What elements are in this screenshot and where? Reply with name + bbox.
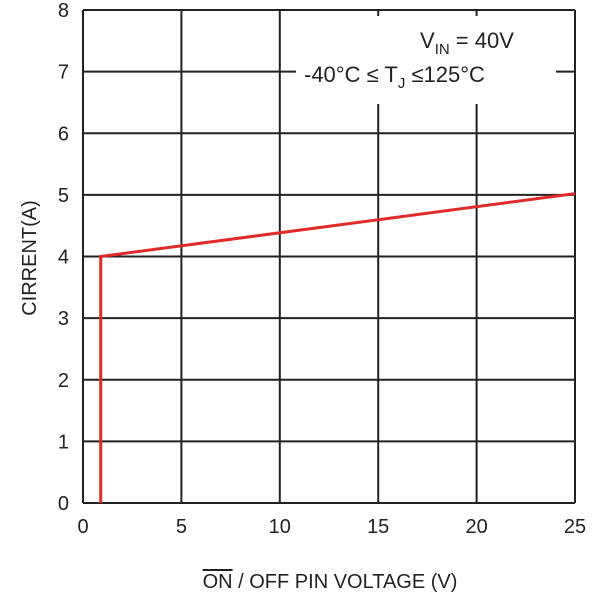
annotation-vin-value: = 40V bbox=[450, 28, 515, 53]
annotation-temp-value: ≤125°C bbox=[405, 62, 485, 87]
x-tick-label-10: 10 bbox=[269, 516, 291, 538]
x-tick-label-15: 15 bbox=[367, 516, 389, 538]
y-axis-title: CIRRENT(A) bbox=[19, 200, 41, 316]
y-tick-label-5: 5 bbox=[58, 185, 69, 207]
annotation-background bbox=[296, 16, 556, 104]
annotation-temp-prefix: -40°C ≤ T bbox=[304, 62, 398, 87]
series-group bbox=[99, 192, 576, 503]
y-tick-label-8: 8 bbox=[58, 0, 69, 22]
x-tick-label-20: 20 bbox=[465, 516, 487, 538]
x-tick-labels: 0 5 10 15 20 25 bbox=[77, 516, 586, 538]
annotation-vin-prefix: V bbox=[420, 28, 435, 53]
y-tick-label-1: 1 bbox=[58, 431, 69, 453]
annotation-vin-sub: IN bbox=[435, 41, 450, 58]
y-tick-label-7: 7 bbox=[58, 62, 69, 84]
y-tick-label-0: 0 bbox=[58, 493, 69, 515]
annotation-vin: VIN = 40V bbox=[420, 28, 514, 58]
y-tick-labels: 0 1 2 3 4 5 6 7 8 bbox=[58, 0, 69, 515]
y-tick-label-4: 4 bbox=[58, 247, 69, 269]
y-tick-label-3: 3 bbox=[58, 308, 69, 330]
x-axis-title: ON / OFF PIN VOLTAGE (V) bbox=[203, 571, 458, 593]
x-tick-label-0: 0 bbox=[77, 516, 88, 538]
series-line-0 bbox=[99, 192, 576, 503]
x-axis-title-overline: ON bbox=[203, 571, 233, 593]
y-tick-label-6: 6 bbox=[58, 123, 69, 145]
x-tick-label-25: 25 bbox=[564, 516, 586, 538]
annotation-temp: -40°C ≤ TJ ≤125°C bbox=[304, 62, 485, 92]
x-axis-title-rest: / OFF PIN VOLTAGE (V) bbox=[233, 571, 458, 593]
x-tick-label-5: 5 bbox=[176, 516, 187, 538]
y-tick-label-2: 2 bbox=[58, 370, 69, 392]
annotation-temp-sub: J bbox=[398, 75, 406, 92]
